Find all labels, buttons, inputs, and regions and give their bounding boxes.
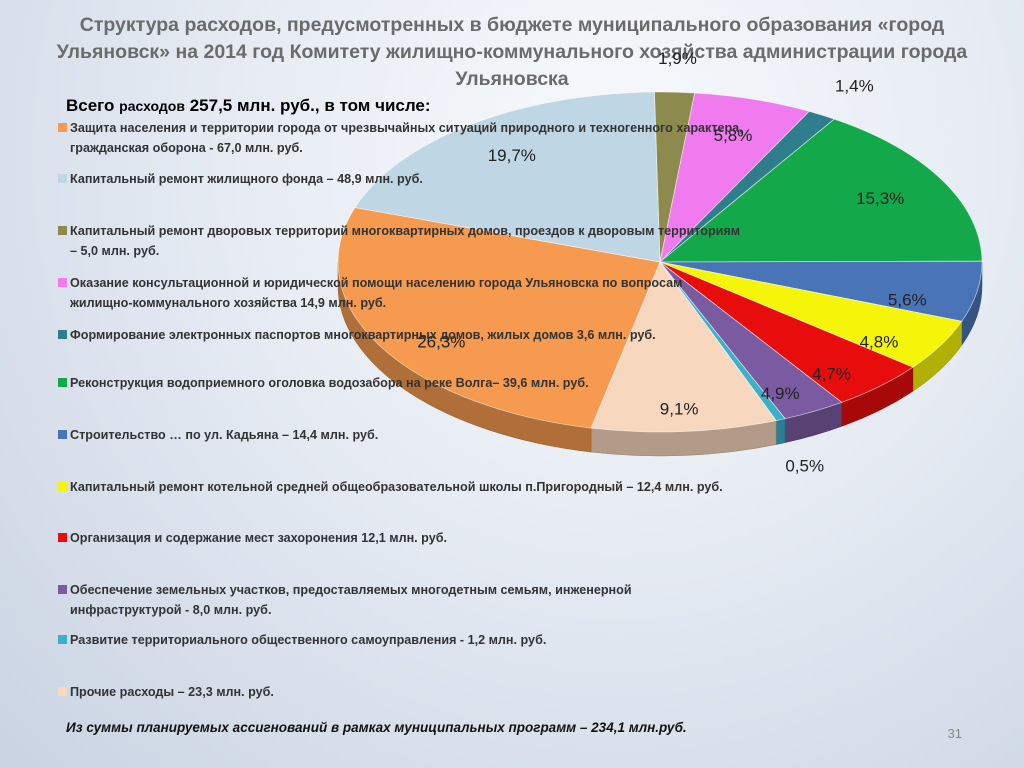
pie-slice	[337, 207, 661, 429]
legend-item: Капитальный ремонт котельной средней общ…	[56, 477, 746, 497]
legend-item: Капитальный ремонт жилищного фонда – 48,…	[56, 169, 746, 189]
legend-swatch	[58, 174, 67, 183]
legend-item: Защита населения и территории города от …	[56, 118, 746, 158]
legend-swatch	[58, 123, 67, 132]
legend-swatch	[58, 226, 67, 235]
page-number: 31	[947, 726, 962, 741]
pie-percent-label: 9,1%	[660, 400, 699, 419]
slide-title: Структура расходов, предусмотренных в бю…	[56, 14, 968, 90]
legend-item: Формирование электронных паспортов много…	[56, 325, 746, 345]
pie-percent-label: 5,8%	[714, 126, 753, 145]
legend-label: Реконструкция водоприемного оголовка вод…	[70, 376, 589, 390]
legend-swatch	[58, 278, 67, 287]
legend-item: Прочие расходы – 23,3 млн. руб.	[56, 682, 746, 702]
legend-swatch	[58, 687, 67, 696]
legend-label: Защита населения и территории города от …	[70, 121, 743, 155]
pie-slice	[659, 92, 810, 264]
legend-swatch	[58, 378, 67, 387]
legend-swatch	[58, 533, 67, 542]
legend-label: Капитальный ремонт жилищного фонда – 48,…	[70, 172, 423, 186]
legend-label: Развитие территориального общественного …	[70, 633, 547, 647]
legend-item: Обеспечение земельных участков, предоста…	[56, 580, 746, 620]
pie-slice-side	[775, 418, 786, 445]
legend-label: Организация и содержание мест захоронени…	[70, 531, 447, 545]
legend-swatch	[58, 482, 67, 491]
legend-item: Организация и содержание мест захоронени…	[56, 528, 746, 548]
pie-percent-label: 26,3%	[417, 333, 465, 352]
legend-swatch	[58, 635, 67, 644]
pie-percent-label: 4,9%	[761, 384, 800, 403]
pie-percent-label: 1,4%	[835, 77, 874, 96]
pie-slice	[354, 91, 661, 263]
legend-swatch	[58, 330, 67, 339]
legend-swatch	[58, 585, 67, 594]
legend-label: Прочие расходы – 23,3 млн. руб.	[70, 685, 274, 699]
legend-label: Оказание консультационной и юридической …	[70, 276, 683, 310]
legend-item: Капитальный ремонт дворовых территорий м…	[56, 221, 746, 261]
pie-percent-label: 1,9%	[658, 49, 697, 68]
total-amount: 257,5 млн. руб., в том числе:	[189, 96, 431, 115]
total-prefix: Всего	[66, 96, 115, 115]
total-word: расходов	[119, 98, 185, 114]
pie-percent-label: 4,7%	[812, 364, 851, 383]
pie-slice	[658, 118, 983, 263]
legend-item: Строительство … по ул. Кадьяна – 14,4 мл…	[56, 425, 746, 445]
legend-label: Обеспечение земельных участков, предоста…	[70, 583, 632, 617]
footer-note: Из суммы планируемых ассигнований в рамк…	[66, 720, 687, 735]
legend-item: Развитие территориального общественного …	[56, 630, 746, 650]
legend-label: Формирование электронных паспортов много…	[70, 328, 656, 342]
legend-item: Оказание консультационной и юридической …	[56, 273, 746, 313]
legend-label: Строительство … по ул. Кадьяна – 14,4 мл…	[70, 428, 379, 442]
legend-item: Реконструкция водоприемного оголовка вод…	[56, 373, 746, 393]
pie-percent-label: 5,6%	[888, 291, 927, 310]
pie-slice	[590, 261, 777, 433]
pie-percent-label: 19,7%	[488, 146, 536, 165]
pie-percent-label: 0,5%	[785, 457, 824, 476]
pie-percent-label: 15,3%	[856, 189, 904, 208]
total-expenses: Всего расходов 257,5 млн. руб., в том чи…	[66, 96, 431, 116]
legend-label: Капитальный ремонт котельной средней общ…	[70, 480, 723, 494]
pie-percent-label: 4,8%	[860, 332, 899, 351]
legend-swatch	[58, 430, 67, 439]
legend-label: Капитальный ремонт дворовых территорий м…	[70, 224, 741, 258]
